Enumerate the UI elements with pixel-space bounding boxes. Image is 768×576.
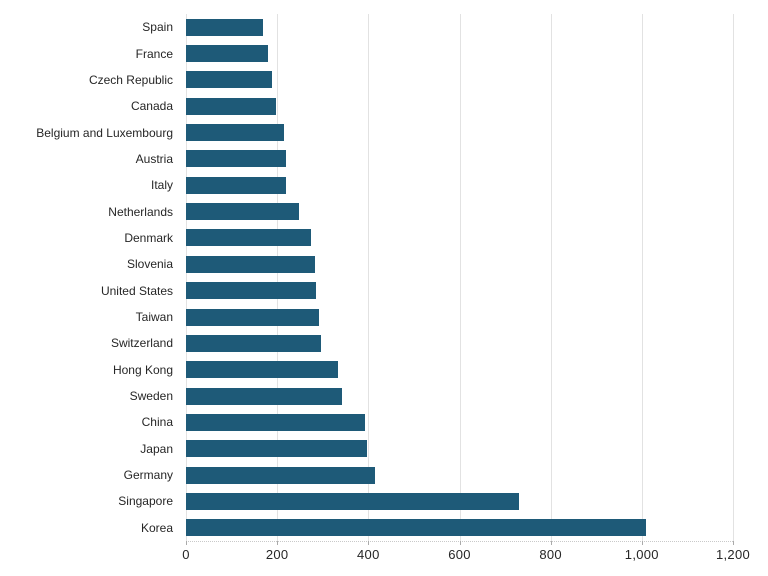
gridline-400: [368, 14, 370, 541]
x-tickmark-0: [186, 541, 187, 545]
bar-row: [186, 172, 733, 198]
gridline-1200: [733, 14, 734, 541]
category-label-netherlands: Netherlands: [108, 204, 173, 219]
plot-area: [186, 14, 734, 542]
x-tickmark-400: [368, 541, 370, 545]
x-tickmark-800: [550, 541, 552, 545]
category-label-singapore: Singapore: [118, 494, 173, 509]
bar-row: [186, 40, 733, 66]
bar-czech-republic: [186, 71, 272, 89]
bar-row: [186, 119, 733, 145]
x-tick-label-600: 600: [448, 547, 471, 562]
bar-united-states: [186, 282, 317, 300]
category-label-switzerland: Switzerland: [110, 336, 173, 351]
bar-japan: [186, 440, 368, 458]
bar-canada: [186, 97, 276, 115]
bar-row: [186, 409, 733, 435]
category-label-belgium-and-luxembourg: Belgium and Luxembourg: [36, 125, 173, 140]
category-label-slovenia: Slovenia: [126, 257, 173, 272]
bar-france: [186, 45, 268, 63]
bar-korea: [186, 519, 647, 537]
bar-row: [186, 488, 733, 514]
bar-italy: [186, 176, 287, 194]
x-tick-label-800: 800: [539, 547, 562, 562]
bar-china: [186, 413, 366, 431]
bar-row: [186, 330, 733, 356]
category-label-germany: Germany: [123, 468, 173, 483]
x-tick-label-1200: 1,200: [715, 547, 751, 562]
bar-slovenia: [186, 255, 316, 273]
bar-row: [186, 515, 733, 541]
gridline-800: [550, 14, 552, 541]
category-label-korea: Korea: [140, 520, 173, 535]
bar-taiwan: [186, 308, 320, 326]
bar-row: [186, 93, 733, 119]
x-tickmark-600: [459, 541, 461, 545]
bar-row: [186, 383, 733, 409]
bar-netherlands: [186, 203, 300, 221]
x-tickmark-200: [277, 541, 279, 545]
bar-sweden: [186, 387, 342, 405]
bar-row: [186, 225, 733, 251]
category-label-japan: Japan: [140, 441, 173, 456]
category-label-canada: Canada: [130, 99, 173, 114]
bar-spain: [186, 18, 263, 36]
category-label-sweden: Sweden: [129, 389, 173, 404]
category-label-spain: Spain: [142, 20, 173, 35]
bar-row: [186, 146, 733, 172]
category-label-taiwan: Taiwan: [135, 310, 173, 325]
gridline-200: [277, 14, 279, 541]
gridline-1000: [641, 14, 643, 541]
x-tickmark-1200: [733, 541, 734, 545]
bar-singapore: [186, 492, 520, 510]
category-label-china: China: [141, 415, 173, 430]
bar-hong-kong: [186, 361, 339, 379]
bar-row: [186, 357, 733, 383]
bar-row: [186, 462, 733, 488]
x-tick-label-400: 400: [357, 547, 380, 562]
category-label-austria: Austria: [135, 151, 173, 166]
bar-germany: [186, 466, 376, 484]
x-tick-label-0: 0: [182, 547, 190, 562]
bar-row: [186, 304, 733, 330]
bar-belgium-and-luxembourg: [186, 124, 284, 142]
bar-denmark: [186, 229, 311, 247]
category-label-france: France: [135, 46, 173, 61]
bar-austria: [186, 150, 286, 168]
x-tick-label-200: 200: [265, 547, 289, 562]
category-label-hong-kong: Hong Kong: [112, 362, 173, 377]
bar-row: [186, 436, 733, 462]
bar-row: [186, 278, 733, 304]
x-tickmark-1000: [641, 541, 643, 545]
gridline-0: [186, 14, 187, 541]
bar-row: [186, 251, 733, 277]
category-label-czech-republic: Czech Republic: [88, 72, 173, 87]
gridline-600: [459, 14, 461, 541]
bar-row: [186, 198, 733, 224]
x-tick-label-1000: 1,000: [624, 547, 659, 562]
bar-row: [186, 14, 733, 40]
bar-row: [186, 67, 733, 93]
bar-switzerland: [186, 334, 321, 352]
category-label-italy: Italy: [150, 178, 173, 193]
category-label-united-states: United States: [100, 283, 173, 298]
category-label-denmark: Denmark: [124, 230, 173, 245]
